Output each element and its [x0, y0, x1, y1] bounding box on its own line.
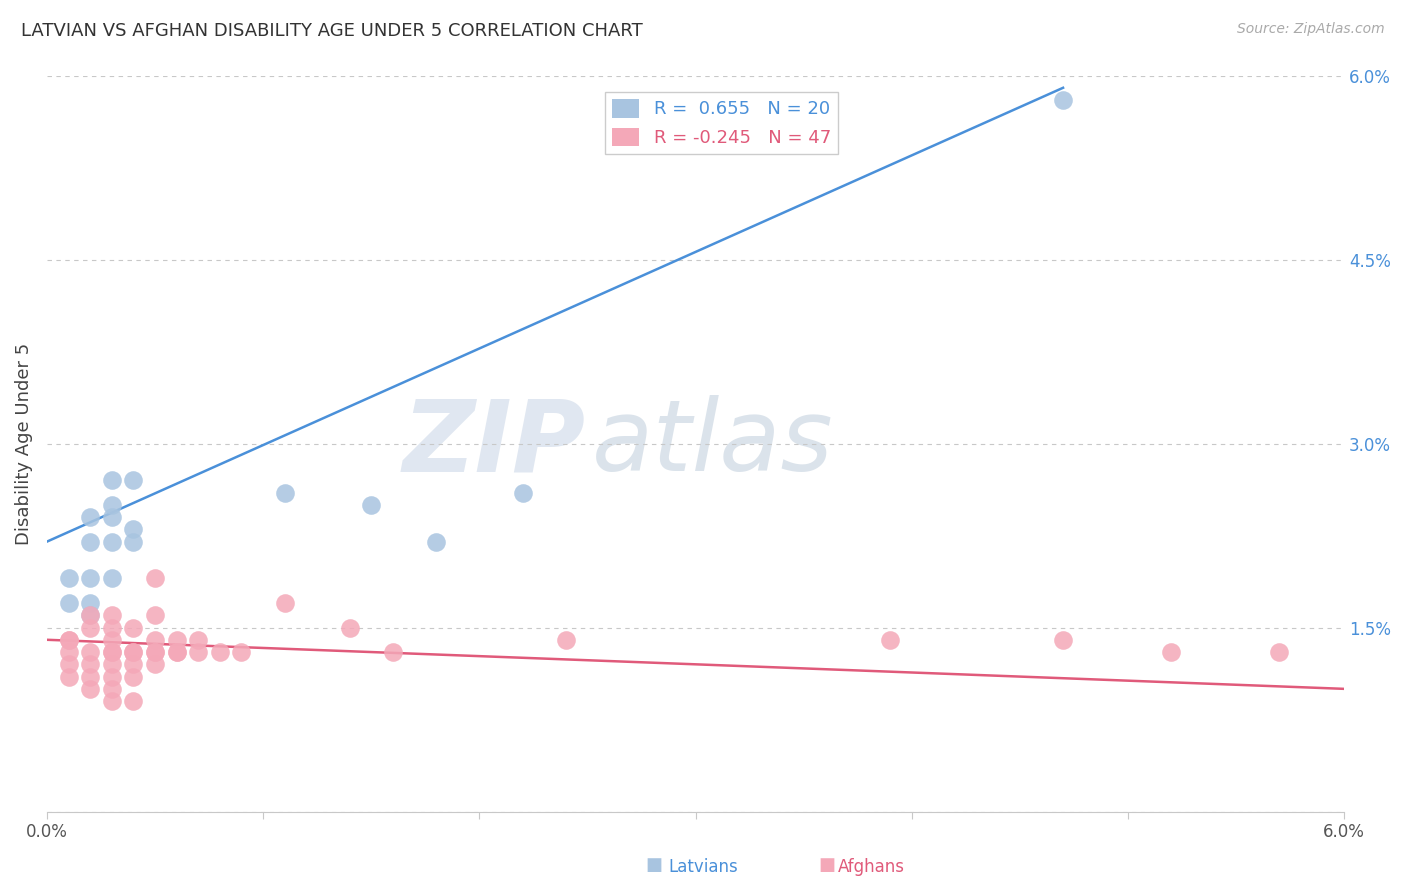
- Point: [187, 632, 209, 647]
- Point: [143, 645, 166, 659]
- Point: [122, 534, 145, 549]
- Point: [79, 670, 101, 684]
- Point: [100, 694, 122, 708]
- Point: [1268, 645, 1291, 659]
- Point: [79, 510, 101, 524]
- Point: [79, 620, 101, 634]
- Point: [879, 632, 901, 647]
- Point: [1160, 645, 1182, 659]
- Point: [58, 632, 80, 647]
- Text: atlas: atlas: [592, 395, 834, 492]
- Point: [100, 645, 122, 659]
- Point: [100, 534, 122, 549]
- Point: [100, 645, 122, 659]
- Point: [100, 670, 122, 684]
- Point: [79, 681, 101, 696]
- Point: [143, 571, 166, 585]
- Point: [166, 645, 188, 659]
- Point: [381, 645, 404, 659]
- Point: [122, 620, 145, 634]
- Point: [143, 632, 166, 647]
- Point: [274, 485, 297, 500]
- Point: [100, 681, 122, 696]
- Point: [79, 608, 101, 623]
- Point: [166, 632, 188, 647]
- Point: [425, 534, 447, 549]
- Point: [1052, 93, 1074, 107]
- Point: [100, 608, 122, 623]
- Point: [1052, 632, 1074, 647]
- Point: [58, 657, 80, 672]
- Point: [58, 596, 80, 610]
- Point: [122, 670, 145, 684]
- Y-axis label: Disability Age Under 5: Disability Age Under 5: [15, 343, 32, 545]
- Point: [100, 571, 122, 585]
- Point: [122, 657, 145, 672]
- Point: [187, 645, 209, 659]
- Point: [274, 596, 297, 610]
- Point: [231, 645, 253, 659]
- Point: [100, 620, 122, 634]
- Point: [79, 657, 101, 672]
- Legend: R =  0.655   N = 20, R = -0.245   N = 47: R = 0.655 N = 20, R = -0.245 N = 47: [605, 92, 838, 154]
- Point: [100, 632, 122, 647]
- Point: [360, 498, 382, 512]
- Text: ZIP: ZIP: [402, 395, 585, 492]
- Point: [143, 645, 166, 659]
- Text: Source: ZipAtlas.com: Source: ZipAtlas.com: [1237, 22, 1385, 37]
- Point: [100, 498, 122, 512]
- Point: [79, 571, 101, 585]
- Point: [339, 620, 361, 634]
- Text: Latvians: Latvians: [668, 858, 738, 876]
- Point: [79, 645, 101, 659]
- Point: [79, 596, 101, 610]
- Point: [512, 485, 534, 500]
- Point: [122, 522, 145, 536]
- Point: [58, 670, 80, 684]
- Point: [100, 510, 122, 524]
- Point: [79, 608, 101, 623]
- Text: ■: ■: [818, 856, 835, 874]
- Point: [79, 534, 101, 549]
- Point: [58, 632, 80, 647]
- Text: Afghans: Afghans: [838, 858, 905, 876]
- Text: LATVIAN VS AFGHAN DISABILITY AGE UNDER 5 CORRELATION CHART: LATVIAN VS AFGHAN DISABILITY AGE UNDER 5…: [21, 22, 643, 40]
- Point: [208, 645, 231, 659]
- Point: [100, 473, 122, 487]
- Text: ■: ■: [645, 856, 662, 874]
- Point: [122, 645, 145, 659]
- Point: [166, 645, 188, 659]
- Point: [143, 608, 166, 623]
- Point: [143, 657, 166, 672]
- Point: [58, 645, 80, 659]
- Point: [122, 694, 145, 708]
- Point: [554, 632, 576, 647]
- Point: [100, 657, 122, 672]
- Point: [122, 645, 145, 659]
- Point: [58, 571, 80, 585]
- Point: [122, 473, 145, 487]
